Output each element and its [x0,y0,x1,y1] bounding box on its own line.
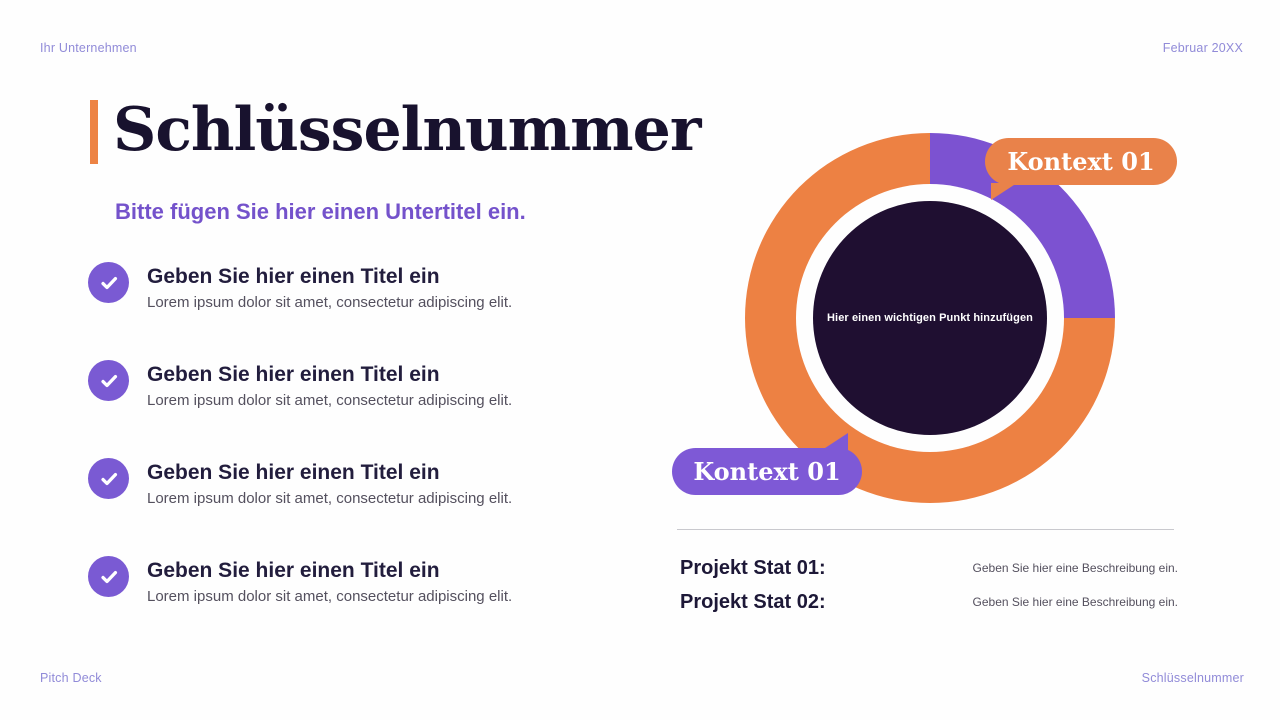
list-item: Geben Sie hier einen Titel ein Lorem ips… [88,262,608,311]
stat-label: Projekt Stat 01: [680,556,826,579]
page-subtitle: Bitte fügen Sie hier einen Untertitel ei… [115,199,526,224]
callout-kontext-bottom: Kontext 01 [672,433,862,495]
footer-deck-name: Pitch Deck [40,671,102,685]
callout-label: Kontext 01 [1007,147,1155,176]
stat-row: Projekt Stat 01: Geben Sie hier eine Bes… [680,551,1178,585]
donut-chart: Hier einen wichtigen Punkt hinzufügen [745,133,1115,503]
company-name: Ihr Unternehmen [40,41,137,55]
checkmark-icon [88,262,129,303]
list-item: Geben Sie hier einen Titel ein Lorem ips… [88,458,608,507]
list-item: Geben Sie hier einen Titel ein Lorem ips… [88,556,608,605]
item-title: Geben Sie hier einen Titel ein [147,461,440,484]
footer-slide-name: Schlüsselnummer [1141,671,1244,685]
callout-label: Kontext 01 [693,457,841,486]
donut-center: Hier einen wichtigen Punkt hinzufügen [813,201,1047,435]
stat-row: Projekt Stat 02: Geben Sie hier eine Bes… [680,585,1178,619]
donut-center-label: Hier einen wichtigen Punkt hinzufügen [827,312,1033,324]
page-title: Schlüsselnummer [113,95,701,165]
list-item: Geben Sie hier einen Titel ein Lorem ips… [88,360,608,409]
slide-date: Februar 20XX [1162,41,1243,55]
stat-description: Geben Sie hier eine Beschreibung ein. [972,561,1178,575]
item-description: Lorem ipsum dolor sit amet, consectetur … [147,490,513,508]
checkmark-icon [88,556,129,597]
callout-kontext-top: Kontext 01 [985,138,1177,200]
stat-label: Projekt Stat 02: [680,590,826,613]
item-title: Geben Sie hier einen Titel ein [147,363,440,386]
title-accent-bar [90,100,98,164]
item-title: Geben Sie hier einen Titel ein [147,559,440,582]
checkmark-icon [88,458,129,499]
item-description: Lorem ipsum dolor sit amet, consectetur … [147,588,513,606]
checkmark-icon [88,360,129,401]
stats-block: Projekt Stat 01: Geben Sie hier eine Bes… [680,551,1178,619]
stat-description: Geben Sie hier eine Beschreibung ein. [972,595,1178,609]
item-description: Lorem ipsum dolor sit amet, consectetur … [147,392,513,410]
item-description: Lorem ipsum dolor sit amet, consectetur … [147,294,513,312]
stats-divider [677,529,1174,530]
item-title: Geben Sie hier einen Titel ein [147,265,440,288]
